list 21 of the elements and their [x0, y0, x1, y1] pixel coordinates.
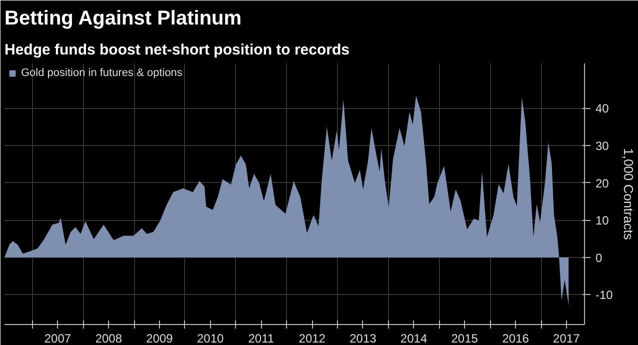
y-axis-title: 1,000 Contracts: [620, 148, 636, 240]
x-tick-label: 2015: [451, 332, 478, 345]
y-tick-label: -10: [596, 288, 614, 302]
chart-subtitle: Hedge funds boost net-short position to records: [4, 42, 350, 58]
y-tick-label: 10: [596, 214, 610, 228]
y-tick-label: 40: [596, 102, 610, 116]
x-tick-label: 2014: [400, 332, 428, 345]
y-tick-label: 30: [596, 139, 610, 154]
legend-label: Gold position in futures & options: [21, 67, 182, 79]
x-tick-label: 2009: [146, 332, 174, 345]
y-tick-label: 0: [596, 250, 602, 265]
y-tick-label: 20: [596, 176, 610, 190]
x-tick-label: 2010: [196, 332, 224, 345]
x-tick-label: 2013: [350, 332, 377, 345]
chart-title: Betting Against Platinum: [4, 8, 242, 30]
x-tick-label: 2012: [298, 332, 326, 345]
x-tick-label: 2008: [95, 332, 122, 345]
x-tick-label: 2011: [248, 332, 274, 345]
x-tick-label: 2016: [502, 332, 530, 345]
x-tick-label: 2017: [553, 332, 580, 345]
x-tick-label: 2007: [44, 332, 72, 345]
